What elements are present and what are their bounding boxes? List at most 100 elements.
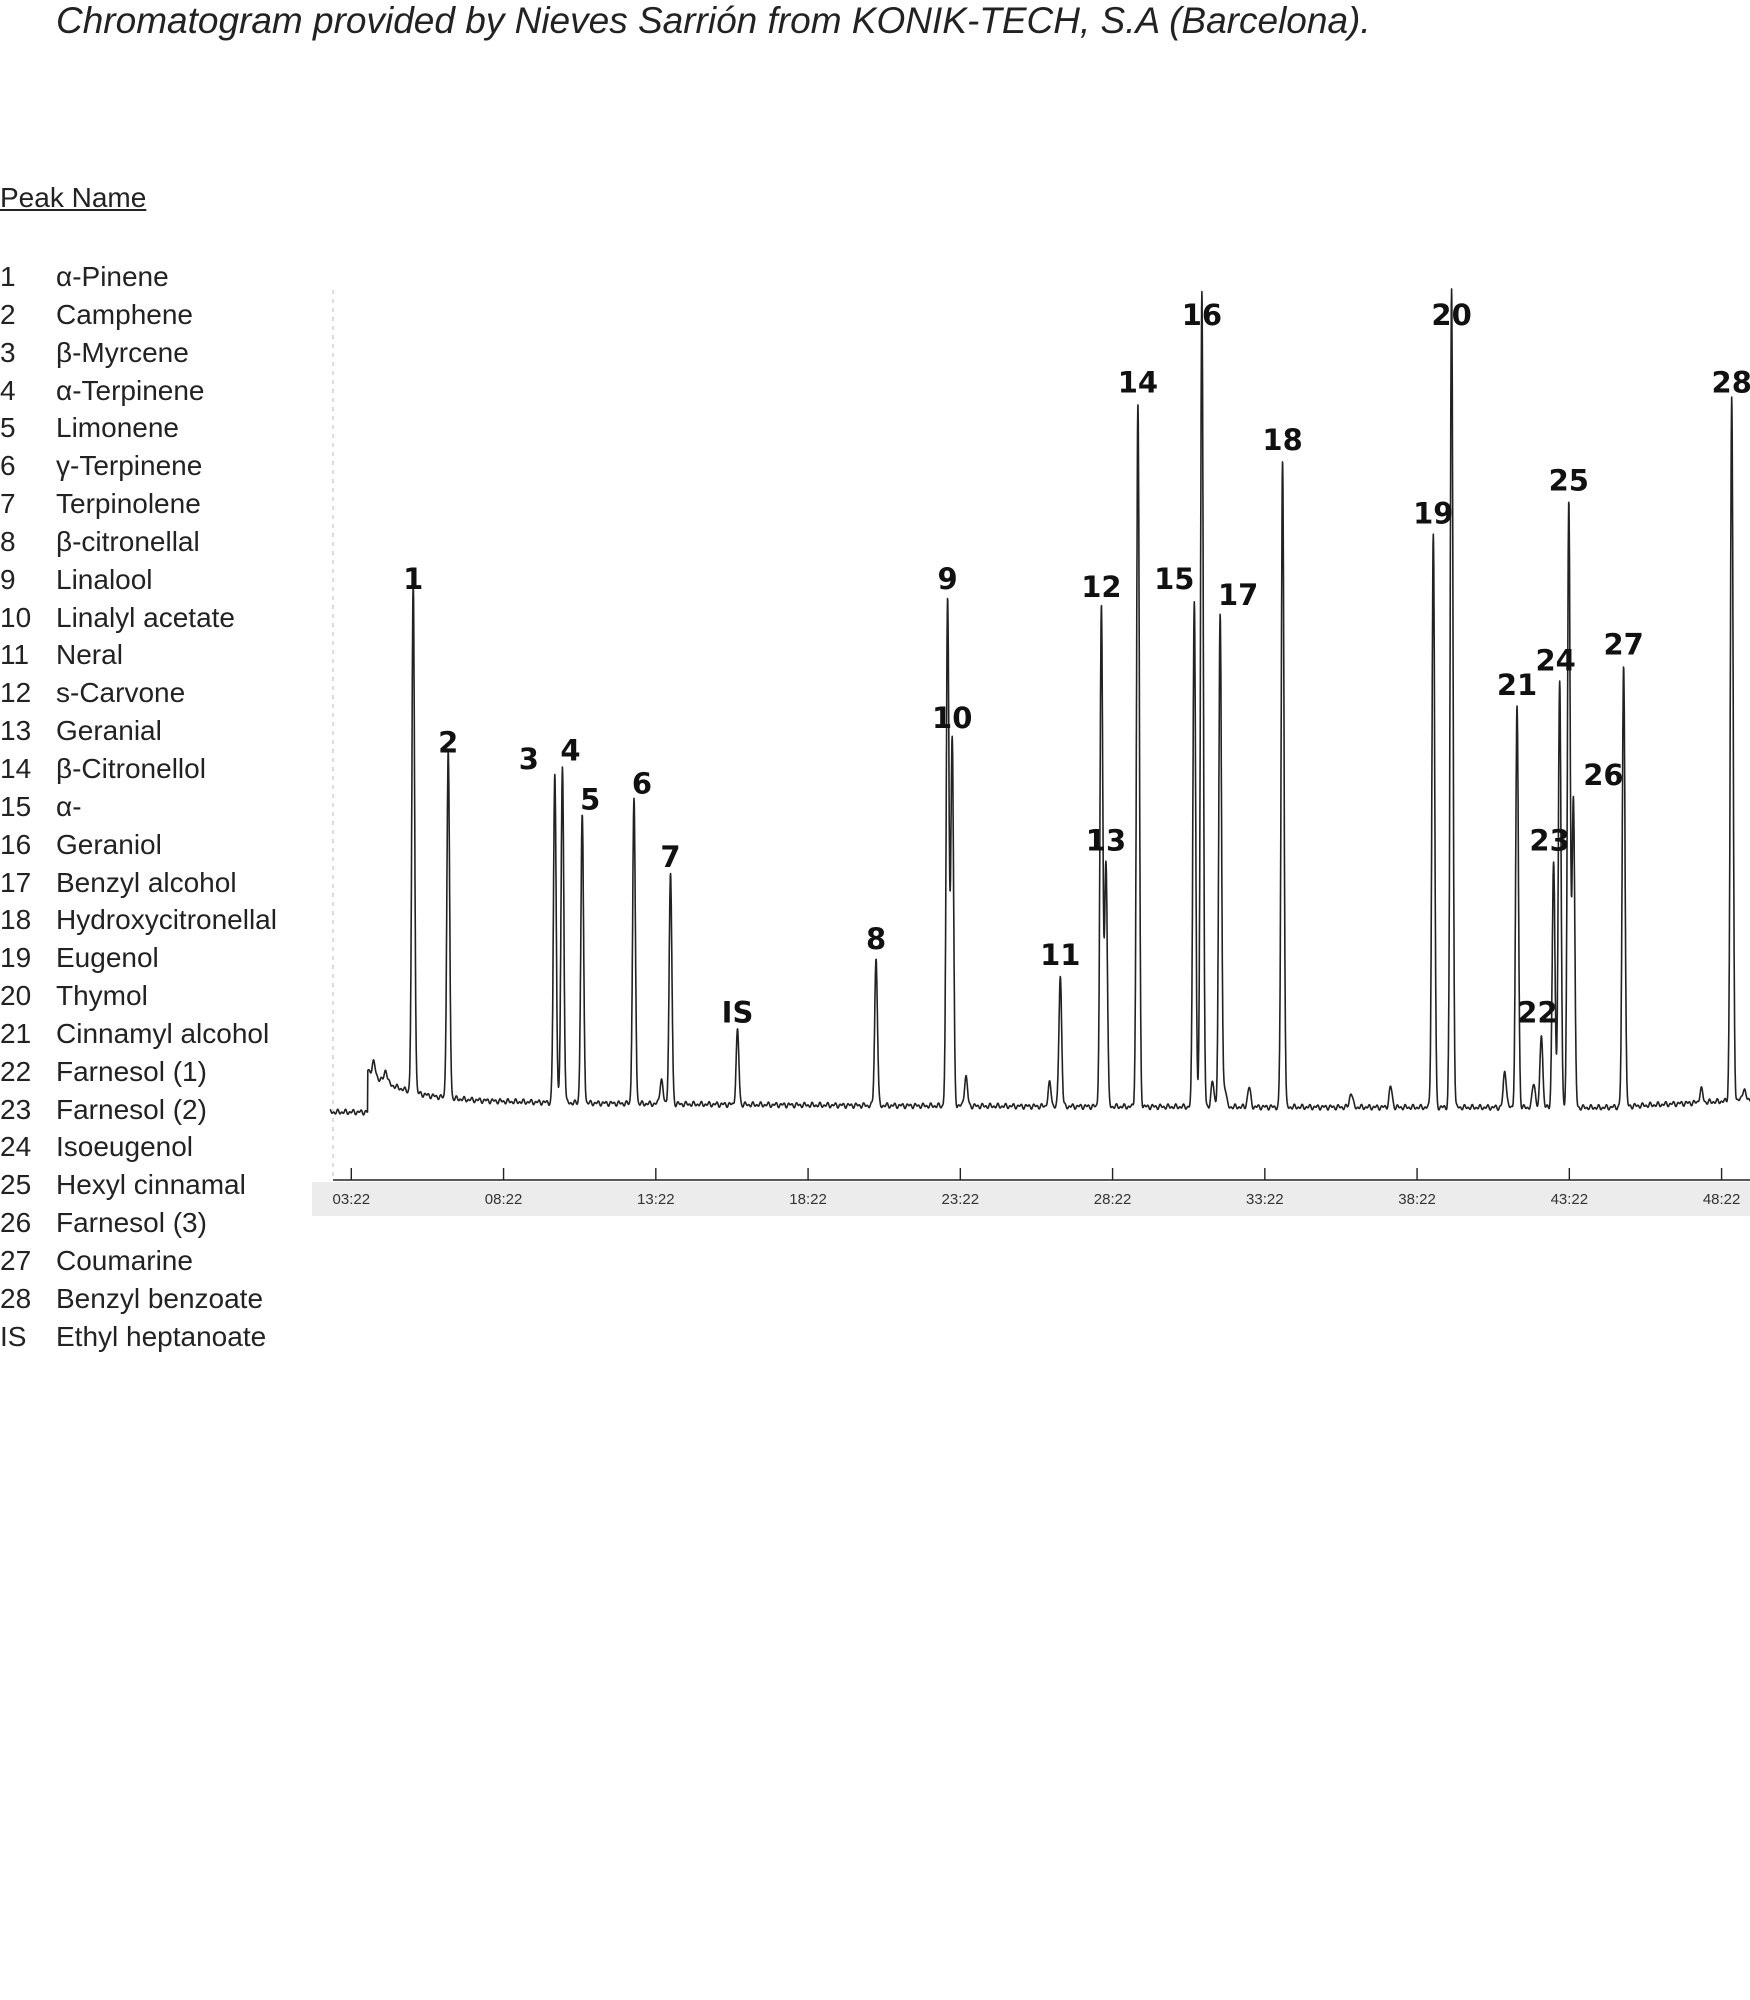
- legend-item-name: s-Carvone: [56, 677, 186, 709]
- legend-item: 1 α-Pinene: [0, 258, 277, 296]
- legend-item: 14 β-Citronellol: [0, 750, 277, 788]
- legend-item: 9 Linalool: [0, 561, 277, 599]
- peak-label: 27: [1603, 627, 1643, 661]
- legend-item-name: Benzyl alcohol: [56, 866, 237, 898]
- legend-item-number: 14: [0, 752, 32, 784]
- legend-item-number: 28: [0, 1282, 32, 1314]
- legend-item-name: Linalool: [56, 563, 153, 595]
- peak-label: 14: [1118, 366, 1158, 400]
- legend-item-number: 25: [0, 1169, 32, 1201]
- chart-caption: Chromatogram provided by Nieves Sarrión …: [56, 0, 1371, 41]
- peak-label: 11: [1040, 938, 1080, 972]
- peak-label: IS: [722, 995, 754, 1029]
- chromatogram-chart: 03:22 08:22 13:22 18:22 23:22 28:22 33:22 38:22…: [312, 288, 1750, 1216]
- legend-item-number: 20: [0, 980, 32, 1012]
- legend-item-name: Geraniol: [56, 828, 162, 860]
- legend-item: 12 s-Carvone: [0, 674, 277, 712]
- legend-item-number: 27: [0, 1244, 32, 1276]
- legend-item: 28 Benzyl benzoate: [0, 1280, 277, 1318]
- legend-item: IS Ethyl heptanoate: [0, 1318, 277, 1356]
- peak-labels: 12 3 45 67IS8910111213141516171819202122232…: [403, 298, 1750, 1029]
- x-tick-label: 08:22: [485, 1191, 523, 1208]
- peak-label: 28: [1712, 366, 1750, 400]
- peak-label: 24: [1536, 644, 1576, 678]
- legend-item-number: 6: [0, 450, 16, 482]
- x-tick-label: 03:22: [333, 1191, 371, 1208]
- legend-item-number: 23: [0, 1093, 32, 1125]
- legend-item: 15 α-: [0, 788, 277, 826]
- legend-item: 17 Benzyl alcohol: [0, 864, 277, 902]
- legend-item: 4 α-Terpinene: [0, 372, 277, 410]
- x-tick-label: 18:22: [789, 1191, 827, 1208]
- legend-item-number: 13: [0, 715, 32, 747]
- peak-label: 22: [1517, 995, 1557, 1029]
- x-tick-label: 43:22: [1551, 1191, 1589, 1208]
- peak-label: 10: [932, 701, 972, 735]
- x-tick-label: 33:22: [1246, 1191, 1284, 1208]
- legend-item-name: Hexyl cinnamal: [56, 1169, 246, 1201]
- peak-label: 26: [1583, 758, 1623, 792]
- legend-item-name: β-citronellal: [56, 525, 200, 557]
- legend-item-number: 11: [0, 639, 30, 671]
- legend-item-number: 3: [0, 336, 16, 368]
- peak-label: 2: [438, 725, 458, 759]
- legend-item: 18 Hydroxycitronellal: [0, 901, 277, 939]
- legend-item-number: 2: [0, 298, 16, 330]
- legend-item-number: 22: [0, 1055, 32, 1087]
- peak-label: 18: [1262, 423, 1302, 457]
- legend-item-name: Farnesol (1): [56, 1055, 207, 1087]
- legend-item-name: Terpinolene: [56, 488, 201, 520]
- chromatogram-trace: [329, 288, 1750, 1116]
- legend-item-number: 18: [0, 904, 32, 936]
- legend-item: 3 β-Myrcene: [0, 334, 277, 372]
- peak-label: 9: [938, 562, 958, 596]
- legend-item-name: Eugenol: [56, 942, 159, 974]
- legend-item-number: 1: [0, 261, 16, 292]
- legend-item: 7 Terpinolene: [0, 485, 277, 523]
- legend-item: 21 Cinnamyl alcohol: [0, 1015, 277, 1053]
- legend-item-number: 17: [0, 866, 32, 898]
- legend-item-number: 16: [0, 828, 32, 860]
- peak-label: 13: [1086, 824, 1126, 858]
- x-axis: 03:22 08:22 13:22 18:22 23:22 28:22 33:22 38:22…: [312, 290, 1750, 1216]
- legend-item-name: α-Pinene: [56, 261, 169, 292]
- legend-item: 5 Limonene: [0, 409, 277, 447]
- legend-item: 10 Linalyl acetate: [0, 599, 277, 637]
- legend-title: Peak Name: [0, 182, 147, 213]
- legend-item-name: β-Myrcene: [56, 336, 189, 368]
- legend-item-name: Hydroxycitronellal: [56, 904, 277, 936]
- peak-label: 1: [403, 562, 423, 596]
- peak-label: 7: [660, 840, 680, 874]
- x-tick-label: 38:22: [1398, 1191, 1436, 1208]
- legend-item-number: 4: [0, 374, 16, 406]
- legend-item-name: Linalyl acetate: [56, 601, 236, 633]
- x-tick-label: 23:22: [942, 1191, 980, 1208]
- legend-item-number: 21: [0, 1017, 32, 1049]
- legend-item-name: Benzyl benzoate: [56, 1282, 264, 1314]
- legend-item-name: Farnesol (3): [56, 1207, 207, 1239]
- peak-label: 25: [1549, 464, 1589, 498]
- legend-item-number: IS: [0, 1320, 27, 1352]
- legend-item: 23 Farnesol (2): [0, 1091, 277, 1129]
- legend-item: 19 Eugenol: [0, 939, 277, 977]
- peak-label: 17: [1218, 578, 1258, 612]
- legend-item: 26 Farnesol (3): [0, 1204, 277, 1242]
- legend-item-number: 7: [0, 488, 16, 520]
- legend-item: 6 γ-Terpinene: [0, 447, 277, 485]
- peak-label: 21: [1497, 668, 1537, 702]
- legend-item: 16 Geraniol: [0, 826, 277, 864]
- legend-item-name: γ-Terpinene: [56, 450, 203, 482]
- peak-label: 6: [632, 766, 652, 800]
- legend-item-number: 12: [0, 677, 32, 709]
- legend-item-name: Thymol: [56, 980, 148, 1012]
- legend-item-name: Isoeugenol: [56, 1131, 194, 1163]
- peak-label: 16: [1182, 298, 1222, 332]
- legend-item-number: 26: [0, 1207, 32, 1239]
- peak-label: 5: [580, 783, 600, 817]
- legend-item: 8 β-citronellal: [0, 523, 277, 561]
- legend-item-name: Cinnamyl alcohol: [56, 1017, 270, 1049]
- legend-item-name: α-Terpinene: [56, 374, 205, 406]
- legend-item-number: 8: [0, 525, 16, 557]
- legend-item: 22 Farnesol (1): [0, 1053, 277, 1091]
- legend-item-name: β-Citronellol: [56, 752, 206, 784]
